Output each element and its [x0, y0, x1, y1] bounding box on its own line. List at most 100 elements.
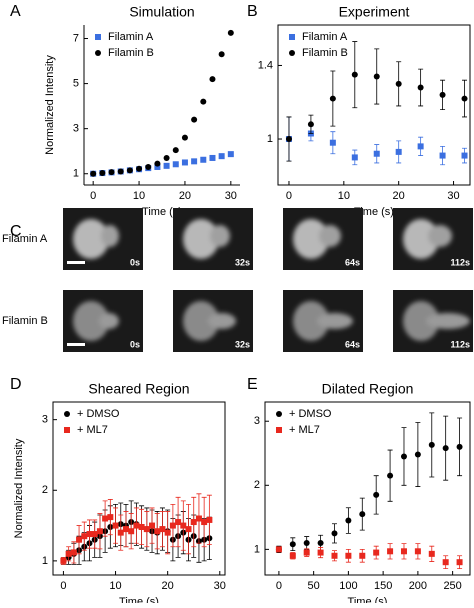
point: [126, 167, 133, 174]
x-tick-label: 30: [225, 190, 237, 202]
x-tick-label: 100: [339, 580, 357, 592]
point: [428, 550, 435, 557]
point: [428, 441, 435, 448]
point: [439, 152, 446, 159]
cell-bleb: [101, 225, 119, 247]
x-tick-label: 20: [179, 190, 191, 202]
point: [143, 526, 150, 533]
point: [461, 152, 468, 159]
cell-body: [293, 219, 329, 259]
point: [185, 526, 192, 533]
legend-label: Filamin A: [108, 31, 154, 43]
legend-marker: [95, 50, 101, 56]
panel-letter: D: [10, 376, 22, 393]
cell-bleb: [210, 225, 230, 247]
cell-body: [183, 219, 219, 259]
point: [351, 71, 358, 78]
time-label: 112s: [450, 257, 470, 267]
point: [414, 451, 421, 458]
legend-marker: [289, 50, 295, 56]
legend-label: + DMSO: [77, 408, 120, 420]
x-tick-label: 150: [374, 580, 392, 592]
point: [331, 552, 338, 559]
point: [96, 528, 103, 535]
y-tick-label: 3: [42, 414, 48, 426]
cell: [403, 219, 452, 259]
point: [60, 557, 67, 564]
x-tick-label: 0: [276, 580, 282, 592]
point: [345, 517, 352, 524]
panel-letter: A: [10, 3, 21, 20]
row-label: Filamin B: [2, 315, 48, 327]
time-label: 112s: [450, 339, 470, 349]
point: [200, 98, 207, 105]
panel-letter: C: [10, 223, 22, 240]
legend-label: Filamin B: [108, 47, 154, 59]
point: [373, 549, 380, 556]
point: [218, 51, 225, 58]
legend-marker: [95, 34, 101, 40]
point: [307, 121, 314, 128]
point: [169, 522, 176, 529]
point: [289, 541, 296, 548]
point: [145, 163, 152, 170]
cell-body: [183, 301, 219, 341]
cell: [73, 301, 119, 341]
x-tick-label: 20: [162, 580, 174, 592]
point: [218, 153, 225, 160]
point: [206, 516, 213, 523]
point: [138, 523, 145, 530]
point: [133, 522, 140, 529]
legend-label: + ML7: [289, 424, 320, 436]
point: [227, 151, 234, 158]
point: [117, 168, 124, 175]
point: [191, 158, 198, 165]
y-tick-label: 1: [254, 543, 260, 555]
point: [154, 160, 161, 167]
chart-title: Simulation: [129, 4, 194, 20]
point: [373, 73, 380, 80]
legend-marker: [289, 34, 295, 40]
time-label: 32s: [235, 339, 250, 349]
cell-bleb: [317, 313, 353, 329]
point: [191, 116, 198, 123]
panel-letter: B: [247, 3, 258, 20]
point: [65, 550, 72, 557]
x-tick-label: 10: [109, 580, 121, 592]
cell-body: [403, 301, 439, 341]
point: [128, 528, 135, 535]
cell-bleb: [426, 313, 470, 329]
point: [400, 548, 407, 555]
point: [200, 156, 207, 163]
cell-bleb: [208, 313, 236, 329]
plot-frame: [277, 24, 471, 186]
x-tick-label: 0: [60, 580, 66, 592]
y-tick-label: 7: [73, 32, 79, 44]
cell-body: [73, 301, 109, 341]
x-tick-label: 50: [308, 580, 320, 592]
point: [154, 528, 161, 535]
point: [195, 515, 202, 522]
point: [359, 552, 366, 559]
cell: [183, 219, 230, 259]
point: [181, 134, 188, 141]
x-tick-label: 10: [338, 190, 350, 202]
point: [172, 161, 179, 168]
y-axis-label: Normalized Intensity: [44, 55, 56, 155]
x-tick-label: 20: [393, 190, 405, 202]
y-tick-label: 3: [73, 123, 79, 135]
point: [285, 136, 292, 143]
point: [117, 529, 124, 536]
x-tick-label: 30: [214, 580, 226, 592]
point: [181, 159, 188, 166]
point: [417, 143, 424, 150]
point: [289, 552, 296, 559]
y-tick-label: 5: [73, 77, 79, 89]
point: [373, 491, 380, 498]
point: [373, 150, 380, 157]
point: [303, 539, 310, 546]
x-axis-label: Time (s): [348, 596, 388, 603]
row-label: Filamin A: [2, 233, 48, 245]
point: [414, 548, 421, 555]
point: [107, 514, 114, 521]
